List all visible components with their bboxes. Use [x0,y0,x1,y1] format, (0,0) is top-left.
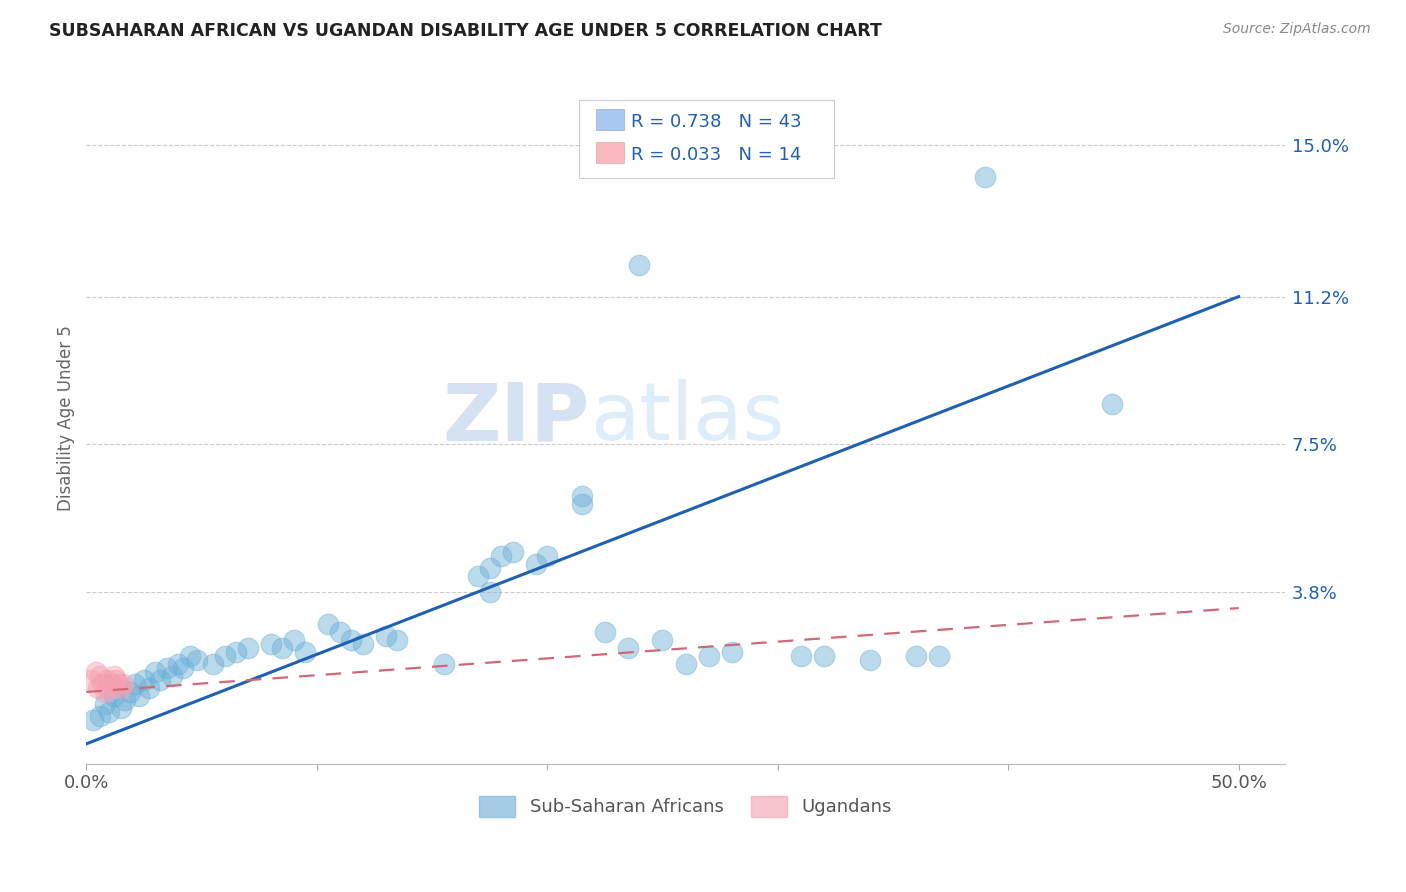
Point [93,697,115,711]
Point [651,633,673,648]
Point [82,713,104,727]
Point [96,673,118,687]
Point [84,665,107,679]
Point [432,657,454,671]
Point [87,681,110,695]
Point [859,653,882,667]
Point [128,689,150,703]
Point [145,665,167,679]
Point [617,640,640,655]
Legend: Sub-Saharan Africans, Ugandans: Sub-Saharan Africans, Ugandans [472,789,898,824]
Point [271,640,294,655]
Point [138,681,160,695]
Point [167,657,190,671]
Point [340,633,363,648]
Point [107,677,129,691]
Point [179,648,201,663]
Point [478,585,501,599]
Point [536,549,558,564]
Point [813,648,835,663]
Point [225,645,247,659]
Point [132,673,155,687]
Text: R = 0.738   N = 43: R = 0.738 N = 43 [631,113,801,131]
Point [675,657,697,671]
Point [89,669,111,683]
Point [593,625,616,640]
Point [160,669,183,683]
Point [186,653,208,667]
Text: ZIP: ZIP [443,379,589,458]
Point [316,617,339,632]
Point [974,169,997,184]
Point [720,645,742,659]
Point [478,561,501,575]
Point [202,657,225,671]
Point [1101,397,1123,411]
Point [149,673,172,687]
Point [80,673,103,687]
Point [260,637,283,651]
Point [236,640,259,655]
Point [628,258,651,272]
Point [467,569,489,583]
Text: Source: ZipAtlas.com: Source: ZipAtlas.com [1223,22,1371,37]
Point [387,633,409,648]
Point [112,677,135,691]
Point [283,633,305,648]
Point [571,497,593,511]
Point [329,625,352,640]
Point [374,629,396,643]
Point [103,669,125,683]
Point [110,681,132,695]
Point [352,637,374,651]
Text: R = 0.033   N = 14: R = 0.033 N = 14 [631,146,801,164]
Point [89,709,111,723]
Point [502,545,524,559]
Point [93,685,115,699]
Point [103,689,125,703]
Point [294,645,316,659]
Point [110,701,132,715]
Point [105,673,128,687]
Point [214,648,236,663]
Point [124,677,146,691]
Point [100,677,122,691]
Point [156,661,179,675]
Point [98,705,121,719]
Point [697,648,720,663]
Y-axis label: Disability Age Under 5: Disability Age Under 5 [58,326,75,511]
Point [120,685,142,699]
Point [91,677,114,691]
Point [790,648,813,663]
Text: SUBSAHARAN AFRICAN VS UGANDAN DISABILITY AGE UNDER 5 CORRELATION CHART: SUBSAHARAN AFRICAN VS UGANDAN DISABILITY… [49,22,882,40]
Point [98,681,121,695]
Point [904,648,927,663]
Point [489,549,512,564]
Point [928,648,950,663]
Point [172,661,194,675]
Point [571,489,593,503]
Point [114,693,136,707]
Point [524,557,547,571]
Text: atlas: atlas [589,379,785,458]
